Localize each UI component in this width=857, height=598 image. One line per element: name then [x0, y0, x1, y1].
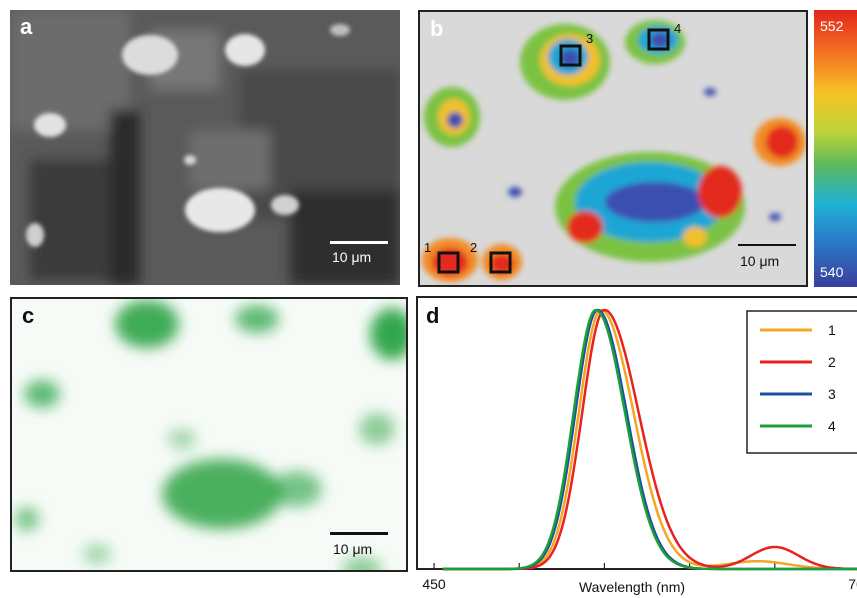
- panel-a: a 10 μm: [10, 10, 400, 285]
- legend-label-2: 2: [828, 354, 836, 370]
- roi-label-3: 3: [586, 31, 593, 46]
- panel-a-scale-bar: [330, 241, 388, 244]
- panel-b-scale-bar: [738, 244, 796, 246]
- colorbar-max-label: 552: [820, 18, 844, 34]
- panel-c-fluorescence: [12, 299, 406, 570]
- roi-label-4: 4: [674, 21, 681, 36]
- panel-c-label: c: [22, 303, 35, 328]
- panel-b-scale-text: 10 μm: [740, 253, 780, 269]
- panel-c-scale-text: 10 μm: [333, 541, 373, 557]
- legend-label-3: 3: [828, 386, 836, 402]
- panel-c-scale-bar: [330, 532, 388, 535]
- roi-box-1: [437, 251, 460, 274]
- roi-box-4: [647, 28, 670, 51]
- panel-b-map: 1 2 3 4: [420, 12, 806, 285]
- x-tick-label-700: 700: [848, 576, 857, 592]
- roi-label-1: 1: [424, 240, 431, 255]
- panel-b: 1 2 3 4 b 10 μm: [418, 10, 808, 287]
- panel-a-micrograph: [10, 10, 400, 285]
- legend-label-1: 1: [828, 322, 836, 338]
- colorbar: 552 540: [814, 10, 857, 287]
- roi-box-3: [559, 44, 582, 67]
- roi-box-2: [489, 251, 512, 274]
- spectra-chart: 1 2 3 4 d 450 700 Wavelength (nm): [416, 296, 857, 595]
- panel-c: c 10 μm: [10, 297, 408, 572]
- x-tick-label-450: 450: [422, 576, 446, 592]
- panel-d: 1 2 3 4 d 450 700 Wavelength (nm): [414, 295, 857, 598]
- legend-label-4: 4: [828, 418, 836, 434]
- panel-d-label: d: [426, 303, 439, 328]
- panel-a-scale-text: 10 μm: [332, 249, 372, 265]
- roi-label-2: 2: [470, 240, 477, 255]
- colorbar-min-label: 540: [820, 264, 844, 280]
- panel-a-label: a: [20, 14, 33, 39]
- series-line-4: [442, 308, 857, 571]
- x-axis-label: Wavelength (nm): [579, 579, 685, 595]
- panel-b-label: b: [430, 16, 444, 41]
- legend-box: [746, 310, 857, 454]
